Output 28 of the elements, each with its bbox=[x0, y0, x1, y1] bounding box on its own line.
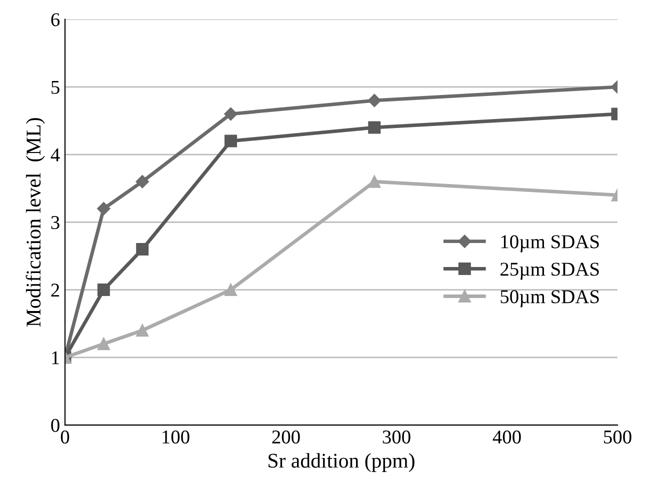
x-tick-label: 100 bbox=[162, 430, 190, 444]
point bbox=[97, 284, 110, 296]
point bbox=[136, 242, 149, 256]
y-tick-label: 3 bbox=[51, 216, 60, 230]
point bbox=[97, 338, 110, 350]
point bbox=[224, 134, 237, 148]
x-tick-label: 300 bbox=[382, 430, 410, 444]
legend-label: 25µm SDAS bbox=[500, 262, 599, 280]
x-tick-label: 400 bbox=[492, 430, 521, 444]
x-axis-title: Sr addition (ppm) bbox=[268, 453, 414, 472]
y-tick-label: 2 bbox=[51, 284, 60, 297]
legend-label: 50µm SDAS bbox=[500, 290, 599, 308]
x-tick-label: 200 bbox=[272, 430, 300, 444]
y-tick-label: 1 bbox=[52, 351, 59, 364]
point bbox=[136, 324, 149, 337]
point bbox=[136, 175, 149, 188]
x-tick-label: 0 bbox=[60, 430, 70, 444]
point bbox=[97, 202, 110, 216]
point bbox=[224, 284, 237, 296]
legend-label: 10µm SDAS bbox=[501, 235, 599, 252]
y-tick-label: 4 bbox=[50, 148, 60, 162]
y-tick-label: 0 bbox=[51, 418, 60, 432]
y-axis-title: Modification level (ML) bbox=[26, 118, 45, 327]
y-tick-label: 5 bbox=[52, 80, 60, 94]
y-tick-label: 6 bbox=[51, 13, 60, 26]
point bbox=[368, 94, 381, 108]
x-tick-label: 500 bbox=[604, 430, 632, 444]
point bbox=[224, 107, 238, 121]
